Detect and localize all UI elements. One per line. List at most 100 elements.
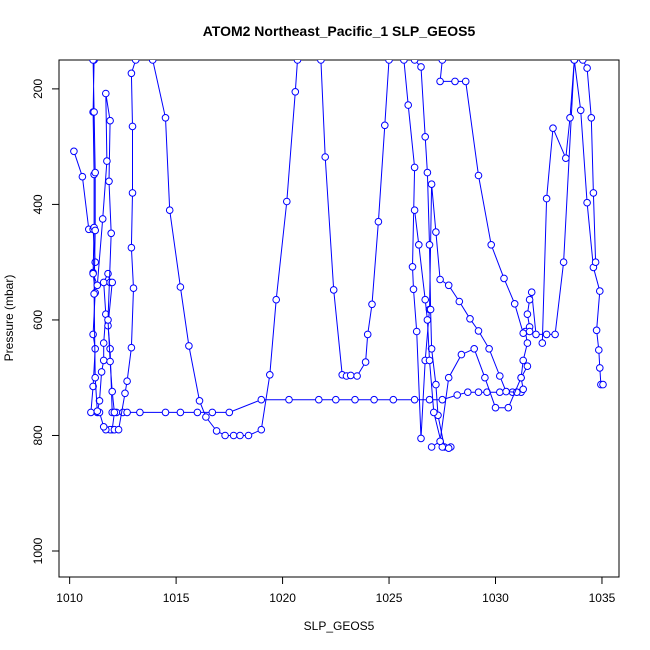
data-point [525,327,534,336]
data-point [221,431,229,440]
data-point [412,327,421,336]
data-point [381,121,389,130]
data-point [427,345,436,353]
data-point [91,226,99,235]
data-point [596,364,604,372]
x-tick-label: 1010 [56,591,83,605]
data-point [404,101,413,109]
data-point [106,357,114,366]
data-point [127,243,136,252]
data-point [208,408,217,417]
data-point [427,443,436,451]
series-3 [110,60,140,434]
data-point [195,397,204,405]
data-point [532,330,540,339]
data-point [89,382,97,391]
data-point [444,281,453,290]
y-tick-label: 200 [31,79,45,99]
data-point [417,63,425,71]
plot-area [70,60,607,453]
data-point [202,413,210,421]
chart-title: ATOM2 Northeast_Pacific_1 SLP_GEOS5 [203,23,476,39]
data-point [510,300,519,308]
data-point [595,346,603,354]
data-point [430,408,438,417]
data-point [176,283,185,291]
series-line [439,60,530,334]
data-point [104,316,112,324]
series-line [541,60,575,344]
data-point [432,380,440,389]
data-point [444,373,453,382]
data-point [99,423,108,431]
data-point [136,408,144,417]
data-point [106,345,114,353]
series-4 [148,60,302,440]
data-point [161,114,170,122]
data-point [106,116,114,125]
series-line [431,348,528,448]
series-10 [427,345,532,451]
data-point [410,60,419,64]
data-point [317,60,325,64]
data-point [283,197,291,206]
data-point [99,339,108,347]
data-point [474,171,483,180]
data-point [566,114,574,122]
series-line [573,60,603,386]
data-point [400,60,408,64]
data-point [110,408,119,417]
x-tick-label: 1035 [589,591,616,605]
data-point [570,60,579,64]
data-point [293,60,302,64]
data-point [114,425,123,434]
data-point [102,89,110,98]
data-point [491,403,500,412]
series-8 [436,60,534,338]
data-point [591,258,600,267]
data-point [538,339,547,347]
data-point [385,60,393,64]
series-13 [579,60,600,267]
series-line [403,60,517,439]
data-point [257,425,266,434]
data-point [451,77,459,86]
data-point [291,88,300,96]
data-point [481,373,489,382]
data-point [438,395,447,404]
data-point [415,241,423,249]
data-point [549,124,557,132]
data-point [523,339,532,347]
data-point [89,60,97,64]
data-point [285,395,293,404]
y-tick-label: 400 [31,194,45,214]
plot-frame [58,59,620,578]
series-11 [570,60,607,389]
data-point [461,77,470,86]
data-point [128,122,137,131]
data-point [576,106,585,115]
data-point [161,408,170,417]
data-point [97,368,106,376]
data-point [425,241,434,249]
data-point [99,278,108,287]
data-point [579,60,587,64]
data-point [436,275,444,284]
data-point [91,168,99,177]
data-point [103,157,111,165]
data-point [368,300,376,309]
data-point [519,356,528,365]
data-point [410,395,419,404]
y-axis: 200 400 600 800 1000 [31,79,60,564]
data-point [361,358,370,366]
data-point [236,431,244,440]
data-point [98,215,107,223]
data-point [90,108,98,116]
x-axis-label: SLP_GEOS5 [304,619,375,633]
y-tick-label: 600 [31,310,45,330]
data-point [583,198,591,207]
data-point [266,371,274,379]
data-point [436,77,444,86]
data-point [583,64,591,72]
data-point [466,315,474,323]
